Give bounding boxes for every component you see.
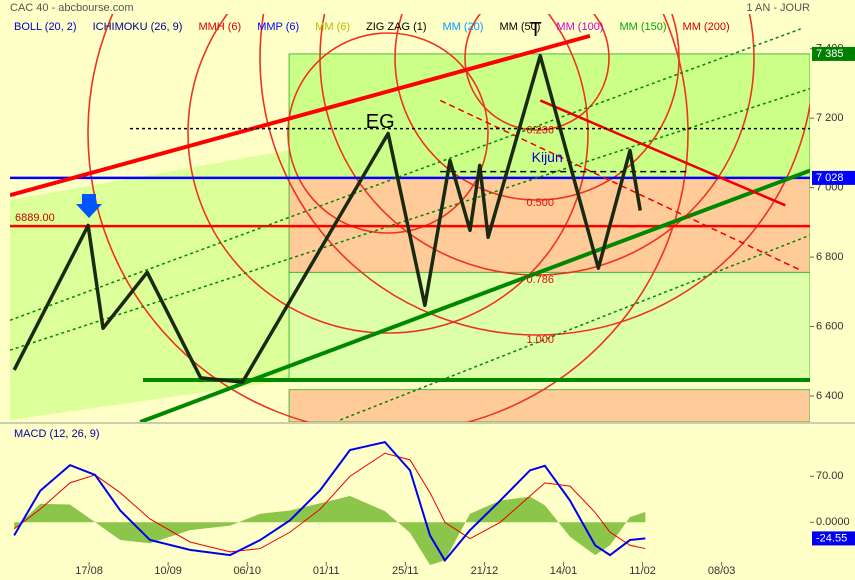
annotation: EG	[366, 111, 395, 133]
level-label: 6889.00	[15, 212, 55, 224]
value-box-label: -24.55	[816, 532, 847, 544]
macd-histogram	[14, 495, 646, 565]
main-panel	[10, 53, 810, 422]
y-tick-label: 7 200	[816, 112, 844, 124]
x-tick-label: 06/10	[233, 565, 261, 577]
y-tick-label: 6 400	[816, 390, 844, 402]
value-box	[812, 531, 855, 546]
fib-label: 1.000	[526, 334, 554, 346]
price-box	[812, 46, 855, 61]
indicator-label: ZIG ZAG (1)	[366, 21, 427, 33]
y-tick-label: 6 600	[816, 320, 844, 332]
indicator-label: MM (150)	[619, 21, 666, 33]
indicator-label: MM (20)	[443, 21, 484, 33]
macd-panel	[13, 440, 646, 565]
header-period: 1 AN - JOUR	[746, 2, 810, 14]
macd-line	[13, 440, 646, 563]
indicator-label: MM (200)	[683, 21, 730, 33]
macd-title: MACD (12, 26, 9)	[14, 428, 100, 440]
header-title: CAC 40 - abcbourse.com	[10, 2, 134, 14]
indicator-label: BOLL (20, 2)	[14, 21, 77, 33]
y-tick-label: 70.00	[816, 470, 844, 482]
indicator-label: MM (50)	[499, 21, 540, 33]
zigzag-line	[12, 53, 642, 384]
price-box-label: 7 028	[816, 172, 844, 184]
zone	[288, 271, 810, 381]
fib-label: 0.500	[526, 197, 554, 209]
trend-line	[339, 234, 810, 421]
indicator-label: MM (100)	[556, 21, 603, 33]
macd-line	[13, 452, 646, 553]
trend-line	[439, 99, 802, 271]
y-tick-label: 0.0000	[816, 516, 850, 528]
fib-label: 0.786	[526, 274, 554, 286]
x-tick-label: 14/01	[550, 565, 578, 577]
x-tick-label: 08/03	[708, 565, 736, 577]
overlay: 6889.00 0.236 0.500 0.786 1.000 EG T Kijun	[10, 19, 810, 422]
indicator-label: MMP (6)	[257, 21, 299, 33]
y-tick-label: 6 800	[816, 251, 844, 263]
band-shade	[10, 150, 290, 420]
indicator-label: MM (6)	[315, 21, 350, 33]
annotation: Kijun	[532, 149, 563, 165]
x-tick-label: 25/11	[392, 565, 419, 577]
x-tick-label: 11/02	[629, 565, 656, 577]
x-tick-label: 21/12	[471, 565, 499, 577]
trend-line	[10, 33, 591, 198]
x-tick-label: 17/08	[75, 565, 103, 577]
annotation: T	[529, 19, 541, 41]
price-box	[812, 170, 855, 185]
x-tick-label: 01/11	[313, 565, 340, 577]
indicator-label: MMH (6)	[198, 21, 241, 33]
price-box-label: 7 385	[816, 48, 844, 60]
zone	[288, 389, 810, 422]
fib-label: 0.236	[526, 125, 554, 137]
trend-line	[10, 28, 801, 321]
indicator-label: ICHIMOKU (26, 9)	[93, 21, 183, 33]
trend-line	[10, 87, 810, 351]
x-tick-label: 10/09	[154, 565, 182, 577]
trend-line	[539, 99, 786, 207]
arrow-marker	[76, 194, 102, 218]
